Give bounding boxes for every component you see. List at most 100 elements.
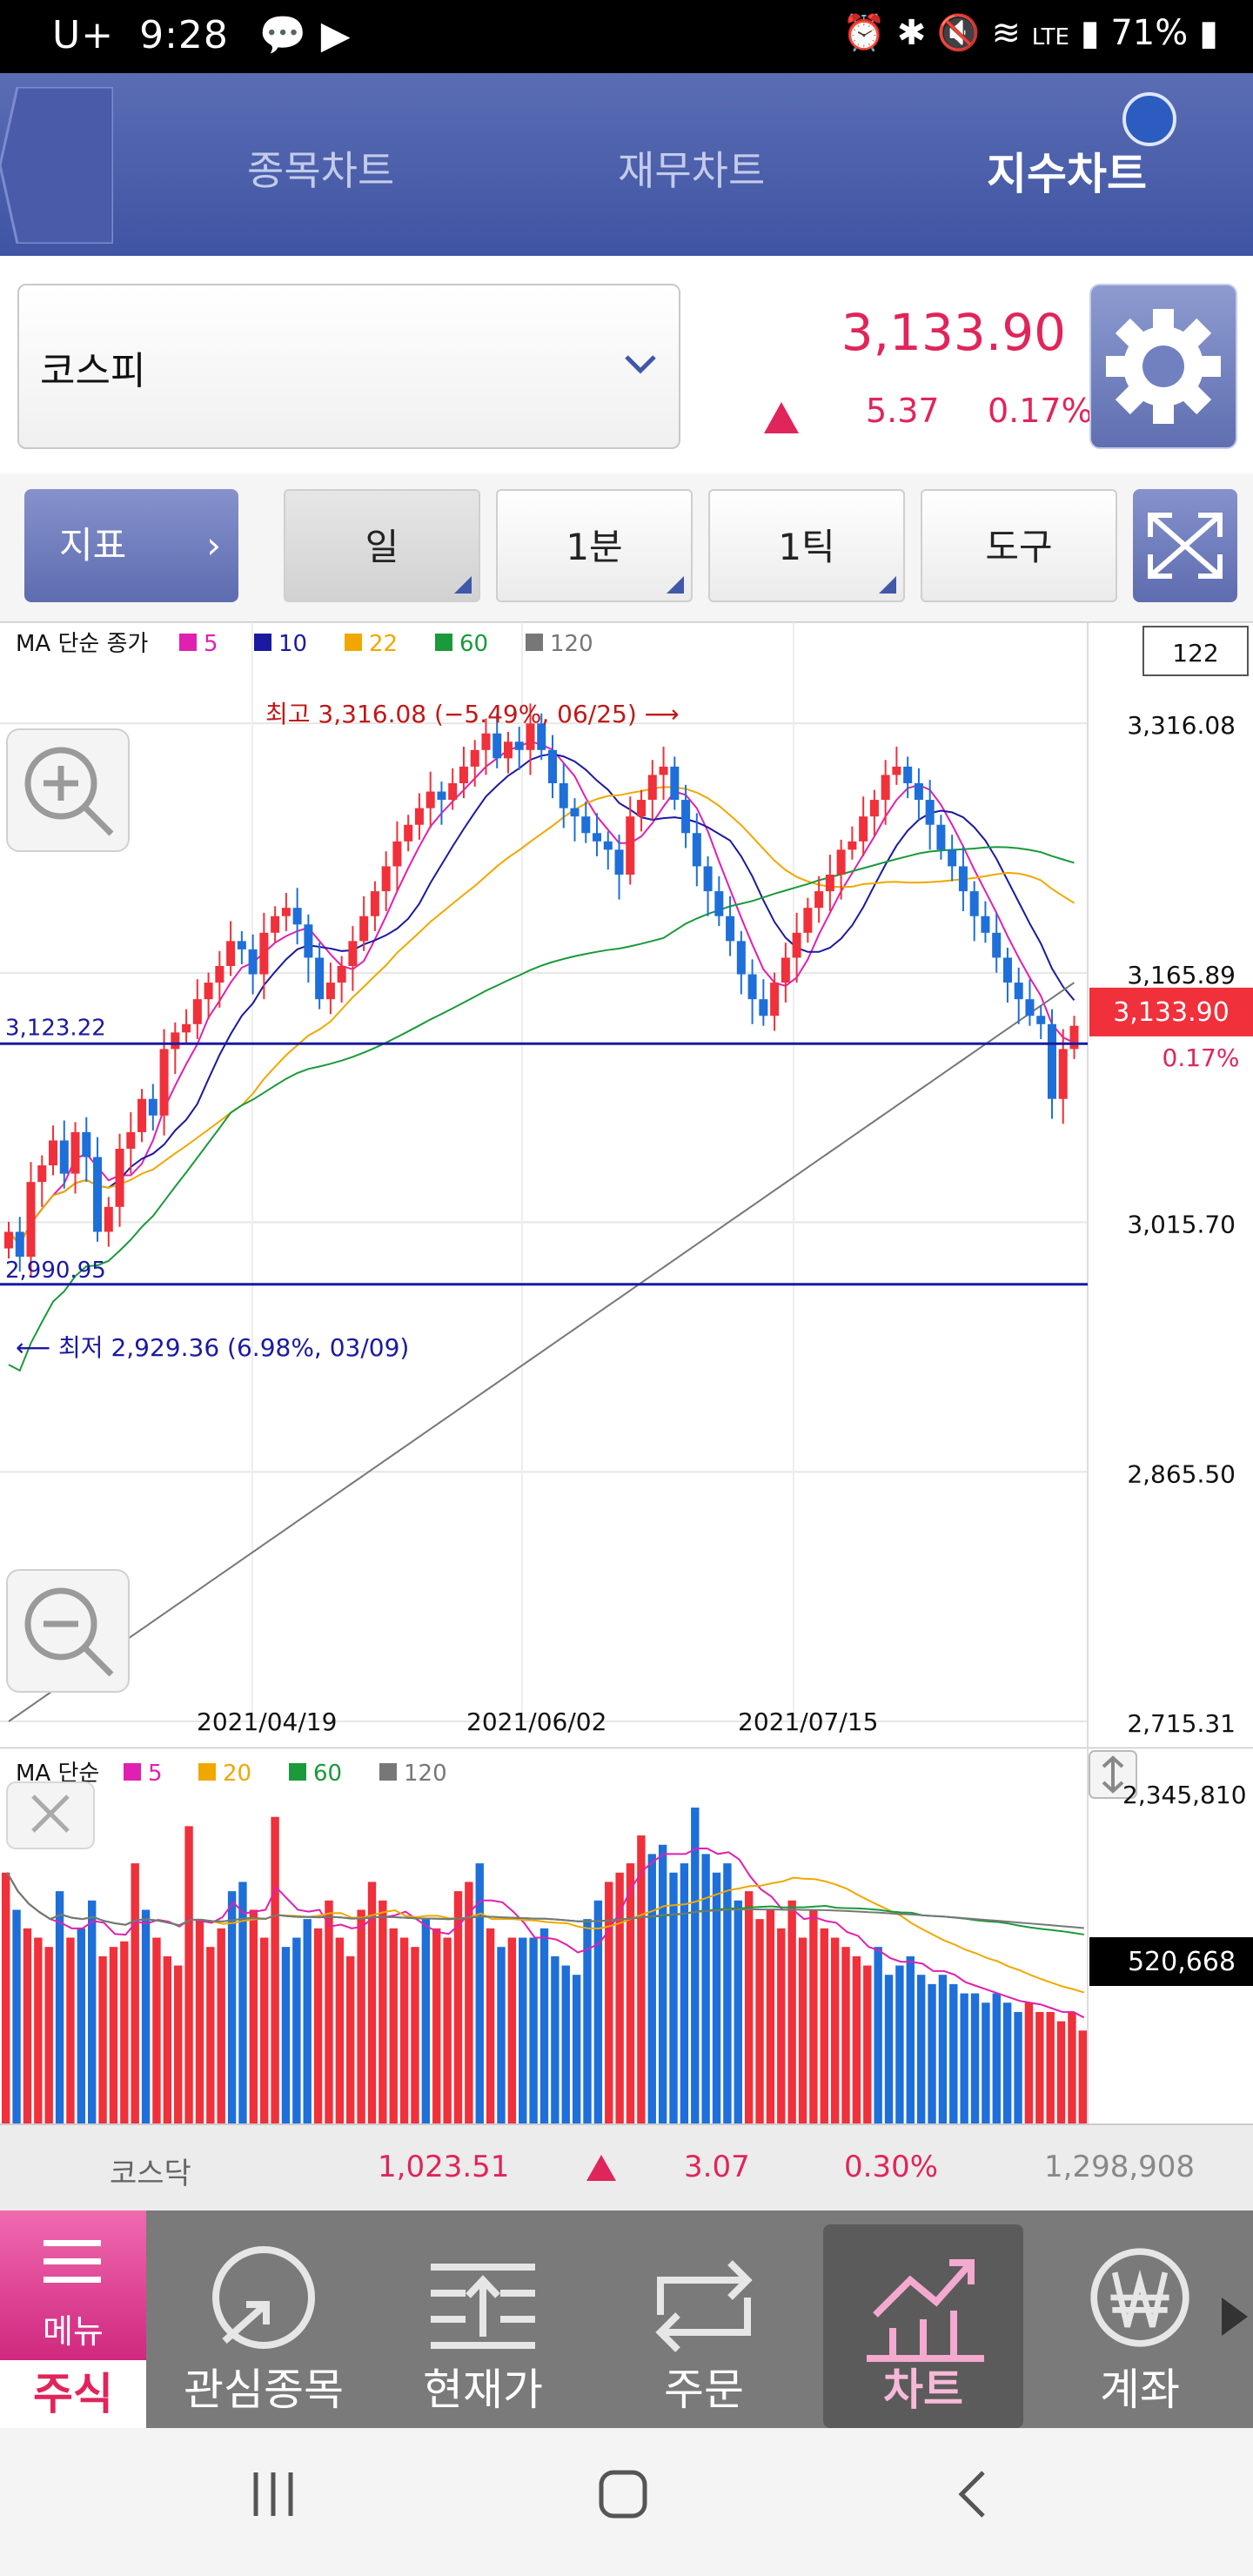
volume-bar — [249, 1909, 258, 2123]
candle-body — [237, 941, 246, 949]
volume-bar — [399, 1937, 409, 2123]
nav-chart[interactable]: 차트 — [814, 2210, 1032, 2428]
candle-body — [204, 983, 213, 1000]
back-button[interactable] — [0, 87, 113, 244]
minute-button[interactable]: 1분 — [496, 489, 693, 602]
current-price-box — [1089, 987, 1253, 1036]
volume-chart[interactable]: MA 단순 5 20 60 120 2,345,810 520,668 — [0, 1748, 1253, 2123]
candle-body — [148, 1098, 157, 1116]
nav-current-price[interactable]: 현재가 — [374, 2210, 592, 2428]
nav-account-label: 계좌 — [1100, 2365, 1180, 2415]
candle-body — [969, 891, 979, 916]
zoom-out-button[interactable] — [6, 1569, 130, 1693]
youtube-icon: ▶ — [320, 13, 352, 57]
kosdaq-bar[interactable]: 코스닥 1,023.51 3.07 0.30% 1,298,908 — [0, 2123, 1253, 2212]
volume-bar — [1078, 2030, 1087, 2123]
battery-label: 71% — [1110, 13, 1189, 53]
index-dropdown[interactable]: 코스피 — [17, 284, 680, 449]
legend-swatch — [179, 634, 197, 651]
volume-bar — [109, 1947, 118, 2123]
candle-body — [914, 782, 923, 801]
candle-body — [381, 866, 391, 892]
up-arrow-icon — [586, 2155, 616, 2181]
corner-triangle-icon — [454, 576, 472, 594]
volume-bar — [281, 1947, 291, 2123]
volume-bar — [325, 1900, 333, 2123]
price-tick-label: 2,865.50 — [1127, 1459, 1236, 1488]
kosdaq-name: 코스닥 — [110, 2157, 191, 2191]
indicator-button[interactable]: 지표 › — [24, 489, 238, 602]
candle-body — [470, 749, 479, 767]
volume-bar — [1056, 2021, 1066, 2123]
volume-bar — [346, 1955, 355, 2123]
chart-header — [0, 73, 1253, 256]
nav-order-label: 주문 — [664, 2365, 744, 2415]
settings-button[interactable] — [1089, 284, 1237, 449]
price-chart[interactable]: 3,123.22 2,990.95 최고 3,316.08 (−5.49%, 0… — [0, 621, 1253, 1748]
volume-bar — [539, 1928, 549, 2123]
resize-handle[interactable] — [1089, 1750, 1137, 1799]
volume-bar — [98, 1955, 107, 2123]
candle-body — [126, 1131, 136, 1149]
tab-stock-chart[interactable]: 종목차트 — [247, 147, 395, 194]
tab-financial-chart[interactable]: 재무차트 — [618, 147, 766, 194]
volume-ma-lines — [6, 1848, 1085, 2019]
zoom-in-icon — [24, 747, 114, 836]
volume-bar — [12, 1909, 21, 2123]
candle-body — [481, 733, 491, 750]
candle-body — [514, 741, 524, 750]
up-arrow-icon — [764, 402, 799, 433]
candle-body — [49, 1140, 58, 1166]
price-tick-label: 3,015.70 — [1127, 1211, 1236, 1239]
candle-body — [281, 908, 291, 916]
volume-bar — [874, 1947, 882, 2123]
candle-body — [736, 941, 746, 975]
home-icon[interactable] — [597, 2468, 649, 2520]
network-label: LTE — [1031, 24, 1069, 50]
minute-label: 1분 — [566, 526, 623, 568]
volume-bar — [486, 1928, 495, 2123]
candle-body — [948, 849, 957, 867]
chevron-right-icon: › — [206, 524, 221, 567]
back-icon[interactable] — [948, 2468, 1001, 2520]
bottom-nav — [0, 2210, 1253, 2428]
period-day-button[interactable]: 일 — [284, 489, 480, 602]
candle-body — [1058, 1049, 1068, 1099]
tab-index-chart[interactable]: 지수차트 — [987, 149, 1147, 199]
count-box-label: 122 — [1172, 639, 1218, 667]
volume-bar — [647, 1854, 656, 2123]
index-change-pct: 0.17% — [988, 392, 1093, 430]
ma-line-60 — [8, 846, 1075, 1372]
candle-body — [404, 824, 413, 842]
volume-bar — [174, 1965, 183, 2123]
candle-body — [925, 800, 935, 825]
kosdaq-change-pct: 0.30% — [844, 2150, 939, 2184]
nav-order[interactable]: 주문 — [595, 2210, 813, 2428]
tick-button[interactable]: 1틱 — [708, 489, 905, 602]
price-tick-label: 3,316.08 — [1127, 711, 1236, 740]
corner-triangle-icon — [879, 576, 896, 594]
nav-watchlist[interactable]: 관심종목 — [155, 2210, 372, 2428]
volume-bar — [680, 1863, 689, 2123]
close-volume-button[interactable] — [6, 1781, 95, 1849]
menu-button[interactable]: 메뉴 — [0, 2210, 146, 2360]
candle-body — [137, 1098, 147, 1132]
nav-account[interactable]: 계좌 — [1035, 2210, 1244, 2428]
nav-more-icon[interactable] — [1222, 2298, 1248, 2336]
volume-bar — [260, 1937, 269, 2123]
candle-body — [581, 816, 591, 834]
legend-swatch — [526, 634, 543, 651]
legend-label: 120 — [404, 1761, 447, 1787]
recent-apps-icon[interactable] — [247, 2468, 299, 2520]
tools-button[interactable]: 도구 — [921, 489, 1117, 602]
volume-bar — [357, 1909, 365, 2123]
remote-icon[interactable] — [1122, 92, 1176, 146]
candle-body — [892, 766, 901, 775]
ma-line-10 — [8, 753, 1075, 1246]
zoom-in-button[interactable] — [6, 728, 130, 852]
current-pct-label: 0.17% — [1163, 1043, 1240, 1072]
legend-label: 5 — [204, 631, 218, 657]
carrier-label: U+ — [52, 13, 115, 57]
nav-stock[interactable]: 주식 — [0, 2360, 146, 2428]
fullscreen-button[interactable] — [1133, 489, 1237, 602]
